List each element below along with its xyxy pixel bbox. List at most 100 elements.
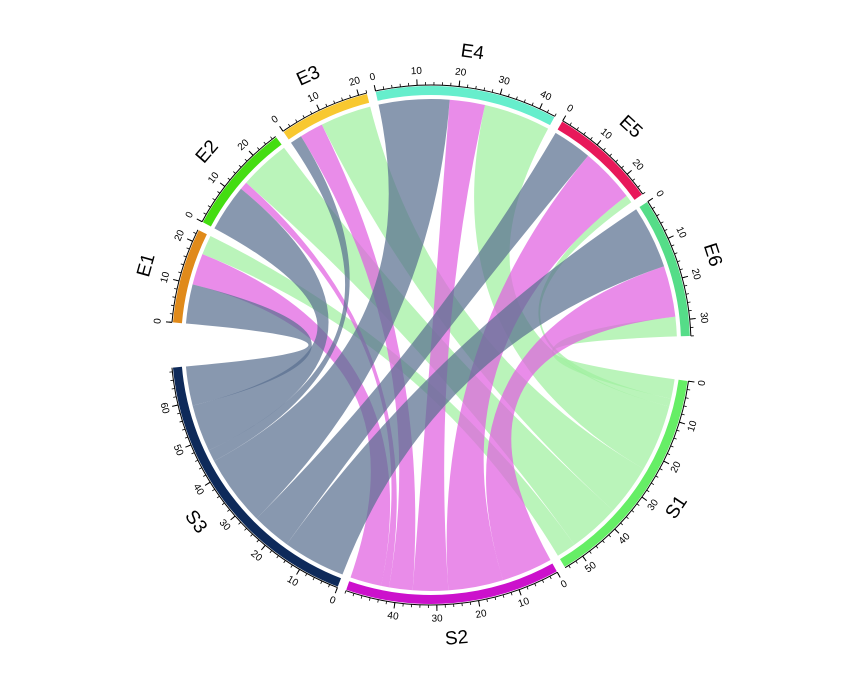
minor-tick [655,475,659,478]
minor-tick [365,90,368,94]
minor-tick [349,94,351,98]
minor-tick [325,103,328,107]
tick-label: 10 [598,126,614,142]
chord-link [538,195,672,407]
sector-name: E6 [699,241,726,270]
sector-name: S3 [180,506,211,537]
minor-tick [625,516,629,520]
minor-tick [676,429,680,432]
major-tick [248,150,254,156]
minor-tick [674,252,678,255]
tick-label: 40 [538,89,553,104]
minor-tick [671,244,675,247]
tick-label: 0 [369,71,377,83]
tick-label: 10 [285,574,301,589]
tick-label: 30 [497,74,511,88]
sector-track [172,230,207,324]
axis-line [171,367,338,589]
minor-tick [180,263,184,266]
minor-tick [172,296,176,298]
minor-tick [295,119,298,123]
minor-tick [233,171,236,174]
minor-tick [312,577,315,581]
minor-tick [238,164,242,168]
major-tick [663,460,670,465]
minor-tick [238,521,242,525]
minor-tick [608,534,612,538]
tick-label: 40 [191,482,206,498]
tick-label: 20 [669,460,684,475]
tick-label: 50 [583,560,599,576]
minor-tick [510,592,513,596]
tick-label: 20 [454,67,467,79]
minor-tick [475,85,477,89]
sector-name: E4 [459,40,485,64]
major-tick [518,589,522,596]
tick-label: 20 [475,608,488,621]
minor-tick [576,127,579,131]
tick-label: 40 [617,531,633,547]
minor-tick [191,452,195,455]
minor-tick [333,100,336,104]
major-tick [647,197,654,202]
minor-tick [171,388,175,390]
sector-track [375,86,555,126]
minor-tick [244,527,247,531]
minor-tick [683,405,687,408]
chord-link [256,132,589,545]
axis-line [171,229,199,323]
tick-label: 0 [565,103,576,116]
major-tick [667,235,674,239]
major-tick [230,515,236,521]
sector-name: E2 [192,136,223,167]
minor-tick [673,437,677,440]
sector-track [639,202,690,337]
minor-tick [549,576,552,580]
minor-tick [344,590,347,594]
minor-tick [352,593,355,597]
minor-tick [207,205,211,208]
minor-tick [590,137,593,140]
tick-label: 20 [689,267,703,281]
minor-tick [203,474,207,477]
minor-tick [546,109,550,113]
minor-tick [257,147,260,151]
major-tick [478,600,481,607]
major-tick [539,103,543,110]
minor-tick [679,268,683,271]
tick-label: 10 [159,270,173,284]
minor-tick [664,229,668,232]
minor-tick [385,601,387,605]
minor-tick [320,580,323,584]
tick-label: 0 [152,317,163,324]
major-tick [204,481,211,486]
tick-label: 30 [431,613,443,624]
minor-tick [221,502,225,506]
major-tick [689,318,696,320]
minor-tick [615,159,619,163]
minor-tick [523,99,526,103]
major-tick [172,404,179,407]
minor-tick [502,594,505,598]
minor-tick [642,191,646,195]
tick-label: 30 [217,517,233,533]
tick-label: 0 [559,578,570,591]
tick-label: 60 [158,402,171,416]
minor-tick [483,87,486,91]
minor-tick [328,584,330,588]
tick-label: 10 [306,90,321,105]
tick-label: 0 [653,189,665,200]
minor-tick [526,586,529,590]
minor-tick [656,214,660,217]
major-tick [688,380,695,383]
tick-label: 10 [686,419,700,433]
axis-line [562,120,644,195]
minor-tick [263,141,267,145]
minor-tick [554,113,557,117]
sector-track [346,563,557,604]
minor-tick [195,459,199,462]
tick-label: 0 [270,113,281,125]
major-tick [185,444,192,448]
minor-tick [636,503,640,506]
